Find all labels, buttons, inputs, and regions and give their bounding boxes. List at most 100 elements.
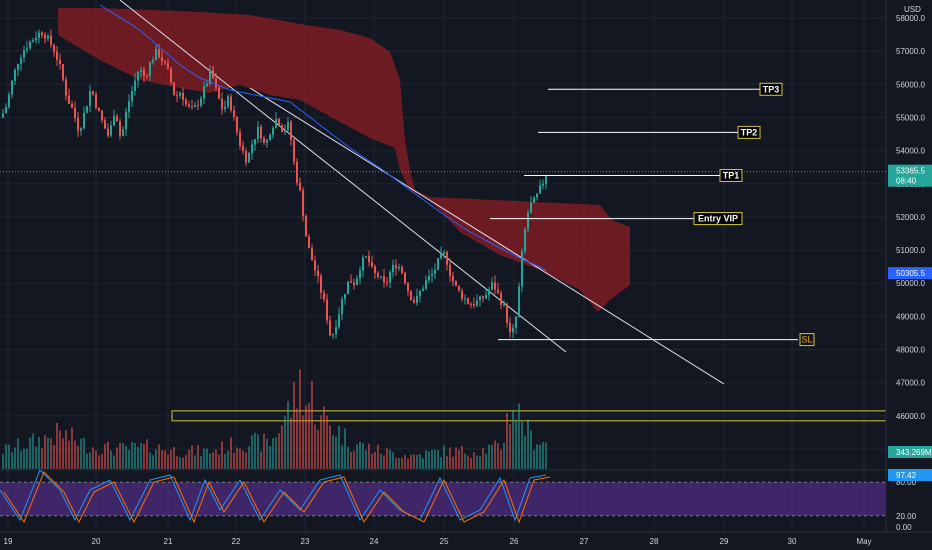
volume-bar [326, 415, 328, 469]
volume-bar [317, 429, 319, 469]
volume-bar [332, 435, 334, 469]
candle-body [119, 121, 121, 136]
volume-bar [176, 456, 178, 469]
price-tick: 52000.0 [896, 213, 925, 222]
candle-body [236, 116, 238, 133]
candle-body [50, 35, 52, 46]
volume-bar [131, 441, 133, 469]
candle-body [155, 48, 157, 61]
volume-bar [380, 453, 382, 469]
candle-body [479, 296, 481, 301]
volume-bar [311, 380, 313, 469]
time-tick: 21 [164, 537, 173, 546]
time-tick: 28 [650, 537, 659, 546]
volume-bar [206, 448, 208, 469]
level-label: SL [801, 335, 812, 345]
candle-body [347, 281, 349, 295]
time-tick: 29 [720, 537, 729, 546]
volume-bar [200, 455, 202, 469]
volume-bar [284, 416, 286, 469]
candle-body [527, 212, 529, 230]
volume-bar [191, 445, 193, 469]
stoch-tick: 0.00 [896, 523, 912, 532]
candle-body [134, 80, 136, 91]
volume-bar [383, 455, 385, 469]
volume-bar [506, 413, 508, 469]
volume-bar [212, 452, 214, 469]
volume-bar [86, 453, 88, 469]
candle-body [194, 104, 196, 107]
candle-body [2, 113, 4, 118]
volume-bar [395, 458, 397, 469]
ichimoku-cloud [58, 8, 630, 312]
volume-bar [233, 452, 235, 469]
level-badge [759, 82, 783, 96]
volume-bar [488, 444, 490, 469]
volume-bar [467, 455, 469, 469]
volume-bar [62, 438, 64, 469]
candle-body [470, 303, 472, 305]
candle-body [485, 294, 487, 299]
volume-bar [482, 447, 484, 469]
candle-body [74, 107, 76, 118]
trend-line-main [249, 87, 725, 385]
volume-bar [95, 450, 97, 469]
candle-body [191, 106, 193, 108]
candle-body [476, 300, 478, 306]
volume-bar [158, 444, 160, 469]
volume-bar [269, 446, 271, 469]
volume-bar [71, 427, 73, 469]
candle-body [500, 292, 502, 306]
candle-body [503, 304, 505, 306]
candle-body [380, 276, 382, 278]
candle-body [488, 289, 490, 295]
candle-body [95, 94, 97, 108]
volume-bar [470, 457, 472, 469]
candle-body [335, 327, 337, 334]
candle-body [389, 272, 391, 283]
volume-bar [56, 423, 58, 469]
candle-body [56, 51, 58, 60]
candle-body [11, 80, 13, 95]
candle-body [413, 300, 415, 303]
volume-bar [287, 401, 289, 469]
volume-bar [230, 437, 232, 469]
candle-body [20, 57, 22, 64]
volume-bar [491, 444, 493, 469]
candle-body [281, 125, 283, 132]
candle-body [200, 98, 202, 106]
level-badge [737, 125, 761, 139]
volume-bar [386, 448, 388, 469]
price-tick: 50000.0 [896, 279, 925, 288]
volume-bar [242, 450, 244, 469]
candle-body [263, 138, 265, 143]
volume-bar [5, 444, 7, 469]
candle-body [104, 120, 106, 129]
volume-bar [299, 369, 301, 469]
volume-bar [404, 455, 406, 469]
volume-bar [152, 455, 154, 469]
volume-bar [290, 417, 292, 469]
candle-body [113, 116, 115, 126]
candle-body [176, 95, 178, 97]
level-badge [799, 333, 815, 347]
cloud-area [58, 8, 630, 312]
candle-body [158, 48, 160, 58]
volume-bar [533, 449, 535, 469]
candle-body [455, 281, 457, 286]
volume-bar [248, 446, 250, 469]
candle-body [293, 139, 295, 162]
volume-bar [125, 446, 127, 469]
candle-body [230, 96, 232, 111]
volume-bar [446, 456, 448, 469]
candle-body [92, 91, 94, 95]
volume-bar [113, 455, 115, 469]
candle-body [227, 96, 229, 107]
candle-body [212, 69, 214, 79]
candle-body [359, 270, 361, 279]
candle-body [269, 134, 271, 140]
candle-body [284, 130, 286, 132]
time-tick: May [856, 537, 871, 546]
